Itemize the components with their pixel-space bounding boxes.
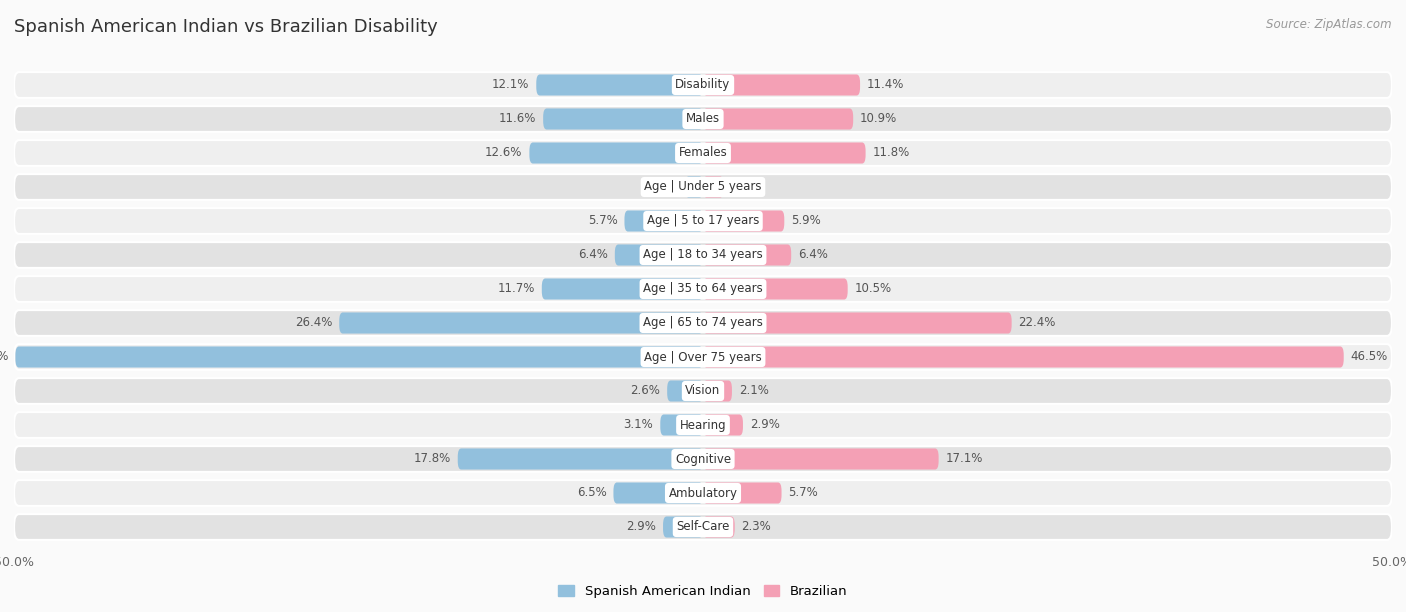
FancyBboxPatch shape [14,276,1392,302]
FancyBboxPatch shape [14,140,1392,166]
Text: 49.9%: 49.9% [0,351,8,364]
Text: 2.1%: 2.1% [738,384,769,398]
Text: Spanish American Indian vs Brazilian Disability: Spanish American Indian vs Brazilian Dis… [14,18,437,36]
Text: 2.9%: 2.9% [626,520,657,534]
FancyBboxPatch shape [458,449,703,469]
Text: 22.4%: 22.4% [1018,316,1056,329]
Text: Ambulatory: Ambulatory [668,487,738,499]
Text: Disability: Disability [675,78,731,92]
FancyBboxPatch shape [703,75,860,95]
Text: 5.7%: 5.7% [588,214,617,228]
FancyBboxPatch shape [703,278,848,299]
Legend: Spanish American Indian, Brazilian: Spanish American Indian, Brazilian [553,580,853,603]
FancyBboxPatch shape [703,176,724,198]
Text: 10.9%: 10.9% [860,113,897,125]
Text: 2.6%: 2.6% [630,384,661,398]
Text: Age | 65 to 74 years: Age | 65 to 74 years [643,316,763,329]
FancyBboxPatch shape [703,108,853,130]
Text: 12.1%: 12.1% [492,78,530,92]
FancyBboxPatch shape [14,446,1392,472]
Text: Age | 35 to 64 years: Age | 35 to 64 years [643,283,763,296]
FancyBboxPatch shape [685,176,703,198]
Text: 6.5%: 6.5% [576,487,606,499]
FancyBboxPatch shape [613,482,703,504]
Text: 1.3%: 1.3% [648,181,678,193]
Text: Males: Males [686,113,720,125]
Text: Hearing: Hearing [679,419,727,431]
Text: 11.7%: 11.7% [498,283,534,296]
FancyBboxPatch shape [703,381,733,401]
FancyBboxPatch shape [703,346,1344,368]
Text: 46.5%: 46.5% [1351,351,1388,364]
FancyBboxPatch shape [530,143,703,163]
Text: Cognitive: Cognitive [675,452,731,466]
FancyBboxPatch shape [703,143,866,163]
Text: 17.8%: 17.8% [413,452,451,466]
FancyBboxPatch shape [614,244,703,266]
FancyBboxPatch shape [14,208,1392,234]
FancyBboxPatch shape [668,381,703,401]
FancyBboxPatch shape [543,108,703,130]
FancyBboxPatch shape [14,480,1392,506]
FancyBboxPatch shape [541,278,703,299]
FancyBboxPatch shape [703,517,735,537]
Text: 6.4%: 6.4% [799,248,828,261]
Text: Age | 5 to 17 years: Age | 5 to 17 years [647,214,759,228]
Text: 10.5%: 10.5% [855,283,891,296]
Text: Females: Females [679,146,727,160]
FancyBboxPatch shape [14,106,1392,132]
Text: 2.3%: 2.3% [741,520,772,534]
Text: 11.4%: 11.4% [868,78,904,92]
Text: 3.1%: 3.1% [624,419,654,431]
Text: 17.1%: 17.1% [945,452,983,466]
FancyBboxPatch shape [14,242,1392,268]
Text: 11.8%: 11.8% [873,146,910,160]
FancyBboxPatch shape [703,211,785,231]
FancyBboxPatch shape [703,244,792,266]
FancyBboxPatch shape [15,346,703,368]
FancyBboxPatch shape [14,412,1392,438]
Text: 26.4%: 26.4% [295,316,332,329]
Text: 6.4%: 6.4% [578,248,607,261]
Text: Source: ZipAtlas.com: Source: ZipAtlas.com [1267,18,1392,31]
Text: 12.6%: 12.6% [485,146,523,160]
Text: 1.5%: 1.5% [731,181,761,193]
FancyBboxPatch shape [664,517,703,537]
FancyBboxPatch shape [661,414,703,436]
FancyBboxPatch shape [14,514,1392,540]
FancyBboxPatch shape [536,75,703,95]
FancyBboxPatch shape [703,414,742,436]
FancyBboxPatch shape [703,449,939,469]
FancyBboxPatch shape [703,313,1012,334]
FancyBboxPatch shape [14,378,1392,404]
Text: Vision: Vision [685,384,721,398]
FancyBboxPatch shape [339,313,703,334]
Text: 5.9%: 5.9% [792,214,821,228]
Text: 5.7%: 5.7% [789,487,818,499]
Text: Age | Over 75 years: Age | Over 75 years [644,351,762,364]
FancyBboxPatch shape [14,344,1392,370]
FancyBboxPatch shape [14,174,1392,200]
Text: Age | 18 to 34 years: Age | 18 to 34 years [643,248,763,261]
FancyBboxPatch shape [624,211,703,231]
Text: 2.9%: 2.9% [749,419,780,431]
Text: Age | Under 5 years: Age | Under 5 years [644,181,762,193]
FancyBboxPatch shape [14,72,1392,98]
Text: Self-Care: Self-Care [676,520,730,534]
Text: 11.6%: 11.6% [499,113,536,125]
FancyBboxPatch shape [703,482,782,504]
FancyBboxPatch shape [14,310,1392,336]
